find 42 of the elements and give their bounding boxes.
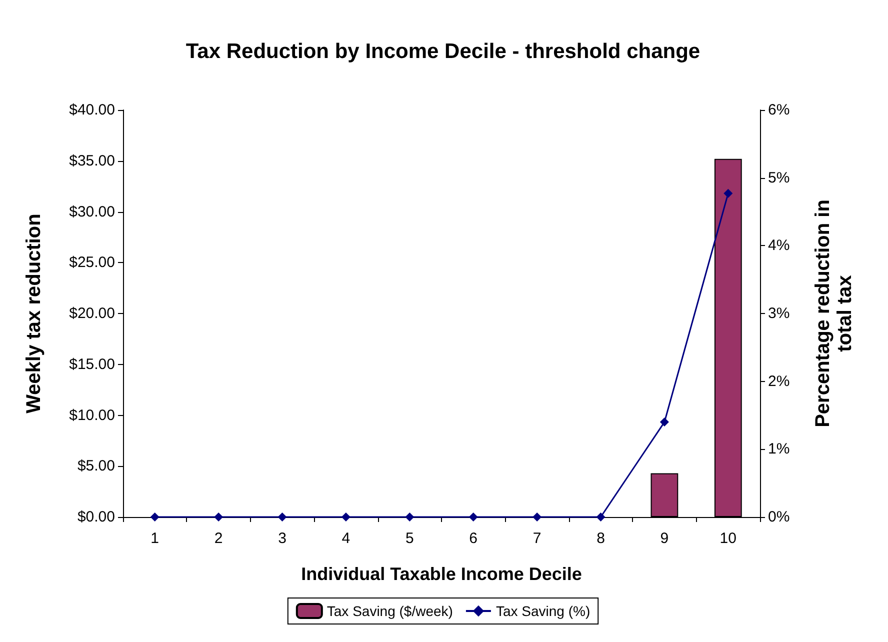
x-tick-label: 7 (532, 530, 542, 547)
point (150, 512, 160, 522)
x-tick-label: 2 (214, 530, 223, 547)
y2-tick-label: 6% (768, 102, 790, 118)
y2-axis-title: Percentage reduction in total tax (812, 200, 856, 428)
y-tick-label: $25.00 (69, 254, 115, 272)
y2-tick-label: 2% (768, 372, 790, 390)
x-axis-title: Individual Taxable Income Decile (301, 564, 582, 584)
x-tick-label: 1 (150, 530, 160, 547)
y-tick-label: $40.00 (69, 102, 115, 118)
point (405, 512, 414, 522)
point (468, 512, 478, 522)
point (660, 418, 669, 427)
x-tick-label: 6 (469, 530, 478, 547)
y-axis-title: Weekly tax reduction (23, 214, 45, 414)
y-tick-label: $15.00 (69, 356, 115, 373)
y2-tick-label: 4% (768, 237, 790, 254)
point (532, 512, 542, 522)
x-tick-label: 4 (342, 530, 350, 547)
y2-tick-label: 0% (768, 508, 790, 526)
y-tick-label: $10.00 (69, 406, 115, 424)
point (341, 512, 350, 522)
point (596, 512, 606, 522)
x-tick-label: 5 (405, 530, 414, 547)
y2-tick-label: 3% (768, 305, 790, 322)
x-tick-label: 3 (278, 530, 286, 547)
y-tick-label: $20.00 (69, 305, 115, 322)
point (214, 512, 224, 522)
y2-tick-label: 1% (768, 440, 790, 458)
x-tick-label: 10 (720, 530, 736, 547)
x-tick-label: 8 (596, 530, 605, 547)
y-tick-label: $5.00 (77, 458, 115, 475)
x-tick-label: 9 (660, 530, 669, 547)
point (278, 512, 287, 522)
y2-tick-label: 5% (768, 169, 790, 186)
legend-label: Tax Saving (%) (496, 603, 590, 619)
y-tick-label: $30.00 (69, 203, 115, 220)
chart-title: Tax Reduction by Income Decile - threshold change (186, 40, 700, 63)
point (724, 188, 733, 198)
y-tick-label: $35.00 (69, 152, 115, 170)
y-tick-label: $0.00 (77, 508, 115, 526)
legend-label: Tax Saving ($/week) (326, 603, 453, 619)
